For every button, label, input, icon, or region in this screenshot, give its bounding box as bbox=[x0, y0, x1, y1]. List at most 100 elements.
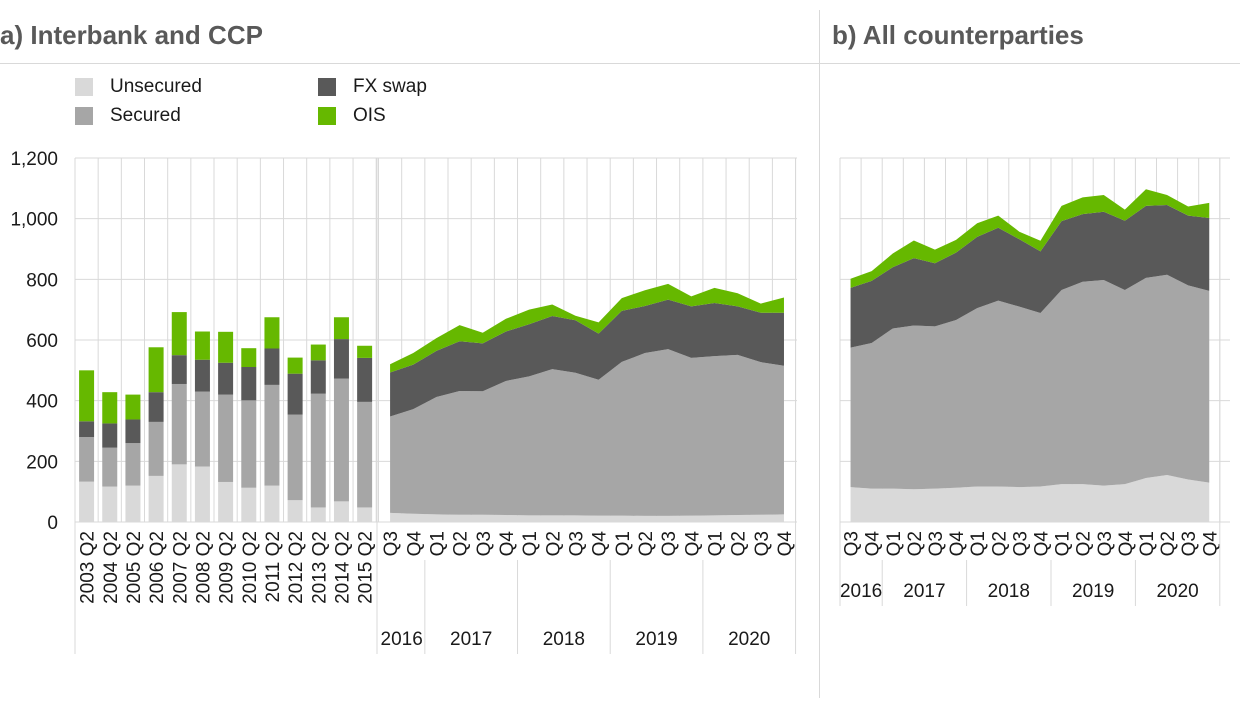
bar-2011-q2-secured bbox=[264, 384, 280, 486]
x-tick-label-a: Q4 bbox=[682, 531, 703, 557]
bar-2012-q2-unsecured bbox=[287, 500, 303, 522]
x-tick-label: 2004 Q2 bbox=[101, 531, 122, 604]
legend-swatch-unsecured bbox=[75, 78, 93, 96]
bar-2009-q2-fx-swap bbox=[218, 362, 234, 395]
x-tick-label-b: Q3 bbox=[1010, 531, 1031, 556]
area-a-unsecured bbox=[390, 512, 784, 522]
x-tick-label: 2005 Q2 bbox=[124, 531, 145, 604]
bar-2012-q2-ois bbox=[287, 357, 303, 374]
bar-2010-q2-ois bbox=[241, 348, 257, 367]
bar-2007-q2-secured bbox=[171, 383, 187, 465]
bar-2013-q2-fx-swap bbox=[310, 360, 326, 394]
x-tick-label: 2006 Q2 bbox=[147, 531, 168, 604]
x-tick-label: 2007 Q2 bbox=[170, 531, 191, 604]
x-tick-label-a: Q1 bbox=[613, 531, 634, 556]
x-tick-label-b: Q1 bbox=[1137, 531, 1158, 556]
area-b-ois bbox=[850, 189, 1210, 288]
x-tick-label-b: Q2 bbox=[1158, 531, 1179, 556]
x-tick-label: 2008 Q2 bbox=[193, 531, 214, 604]
bar-2009-q2-unsecured bbox=[218, 481, 234, 522]
bar-2004-q2-unsecured bbox=[102, 486, 118, 522]
x-tick-label-a: Q4 bbox=[497, 531, 518, 557]
bar-2008-q2-unsecured bbox=[194, 466, 210, 522]
y-tick-label-a: 200 bbox=[26, 452, 58, 473]
x-tick-label: 2012 Q2 bbox=[286, 531, 307, 604]
bar-2010-q2-secured bbox=[241, 400, 257, 488]
x-tick-label-a: Q4 bbox=[590, 531, 611, 557]
x-tick-label-a: Q3 bbox=[659, 531, 680, 556]
x-tick-label-b: Q3 bbox=[842, 531, 863, 556]
area-a-fx-swap bbox=[390, 299, 784, 417]
x-tick-label-b: Q3 bbox=[1095, 531, 1116, 556]
area-a-secured bbox=[390, 349, 784, 516]
legend-swatch-fx-swap bbox=[318, 78, 336, 96]
bar-2007-q2-fx-swap bbox=[171, 355, 187, 384]
bar-2003-q2-ois bbox=[79, 370, 95, 422]
year-label-a: 2016 bbox=[381, 629, 423, 650]
bar-2015-q2-fx-swap bbox=[357, 357, 373, 402]
x-tick-label-b: Q2 bbox=[905, 531, 926, 556]
legend-label-fx-swap: FX swap bbox=[353, 76, 427, 97]
year-label-a: 2019 bbox=[635, 629, 677, 650]
year-label-b: 2018 bbox=[988, 581, 1030, 602]
x-tick-label: 2015 Q2 bbox=[356, 531, 377, 604]
legend-label-unsecured: Unsecured bbox=[110, 76, 202, 97]
area-b-unsecured bbox=[850, 474, 1210, 522]
bar-2007-q2-unsecured bbox=[171, 464, 187, 522]
bar-2003-q2-unsecured bbox=[79, 481, 95, 522]
x-tick-label: 2009 Q2 bbox=[217, 531, 238, 604]
y-tick-label-a: 1,200 bbox=[10, 149, 58, 170]
x-tick-label-a: Q2 bbox=[451, 531, 472, 556]
legend-swatch-secured bbox=[75, 107, 93, 125]
year-label-a: 2018 bbox=[543, 629, 585, 650]
x-tick-label-b: Q1 bbox=[1053, 531, 1074, 556]
legend-label-ois: OIS bbox=[353, 105, 386, 126]
year-label-a: 2017 bbox=[450, 629, 492, 650]
x-tick-label-b: Q1 bbox=[884, 531, 905, 556]
x-tick-label-a: Q2 bbox=[636, 531, 657, 556]
y-tick-label-a: 400 bbox=[26, 392, 58, 413]
x-tick-label-a: Q3 bbox=[381, 531, 402, 556]
x-tick-label-b: Q3 bbox=[926, 531, 947, 556]
x-tick-label-a: Q3 bbox=[752, 531, 773, 556]
legend-swatch-ois bbox=[318, 107, 336, 125]
title-divider bbox=[0, 63, 1240, 64]
bar-2003-q2-fx-swap bbox=[79, 421, 95, 438]
x-tick-label: 2013 Q2 bbox=[309, 531, 330, 604]
x-tick-label: 2011 Q2 bbox=[263, 531, 284, 602]
bar-2014-q2-unsecured bbox=[333, 501, 349, 522]
bar-2008-q2-secured bbox=[194, 391, 210, 467]
y-tick-label-a: 600 bbox=[26, 331, 58, 352]
x-tick-label-b: Q2 bbox=[989, 531, 1010, 556]
bar-2012-q2-secured bbox=[287, 414, 303, 501]
x-tick-label-b: Q4 bbox=[1031, 531, 1052, 557]
x-tick-label-b: Q4 bbox=[863, 531, 884, 557]
bar-2013-q2-ois bbox=[310, 344, 326, 361]
x-tick-label-a: Q4 bbox=[404, 531, 425, 557]
bar-2004-q2-ois bbox=[102, 392, 118, 424]
year-label-b: 2019 bbox=[1072, 581, 1114, 602]
panel-a-title: a) Interbank and CCP bbox=[0, 20, 263, 50]
x-tick-label-a: Q1 bbox=[705, 531, 726, 556]
area-b-secured bbox=[850, 274, 1210, 490]
bar-2006-q2-secured bbox=[148, 421, 164, 476]
x-tick-label-b: Q4 bbox=[1116, 531, 1137, 557]
bar-2015-q2-ois bbox=[357, 345, 373, 358]
x-tick-label: 2014 Q2 bbox=[332, 531, 353, 604]
bar-2012-q2-fx-swap bbox=[287, 373, 303, 415]
bar-2003-q2-secured bbox=[79, 437, 95, 482]
bar-2014-q2-secured bbox=[333, 378, 349, 502]
x-tick-label-a: Q2 bbox=[543, 531, 564, 556]
bar-2006-q2-unsecured bbox=[148, 475, 164, 522]
bar-2004-q2-fx-swap bbox=[102, 423, 118, 448]
bar-2007-q2-ois bbox=[171, 312, 187, 356]
bar-2011-q2-unsecured bbox=[264, 485, 280, 522]
x-tick-label-a: Q3 bbox=[566, 531, 587, 556]
year-label-b: 2016 bbox=[840, 581, 882, 602]
bar-2006-q2-ois bbox=[148, 347, 164, 393]
bar-2005-q2-unsecured bbox=[125, 485, 141, 522]
x-tick-label-b: Q4 bbox=[947, 531, 968, 557]
year-label-b: 2017 bbox=[903, 581, 945, 602]
y-tick-label-a: 0 bbox=[47, 513, 58, 534]
bar-2013-q2-secured bbox=[310, 393, 326, 508]
